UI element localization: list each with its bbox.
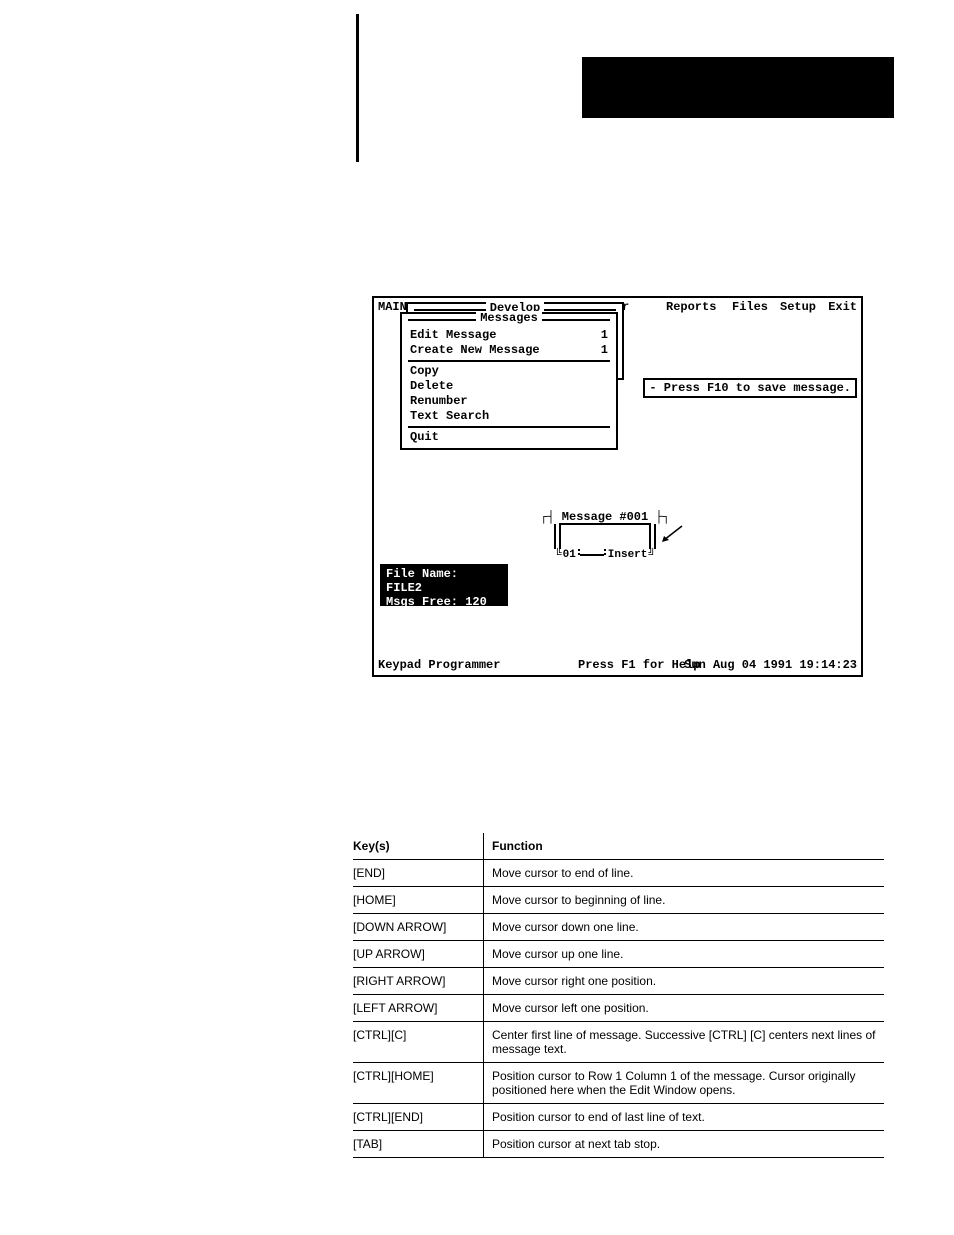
header-function: Function <box>483 833 884 859</box>
message-box-title: ┌┤ Message #001 ├┐ <box>537 510 673 524</box>
menu-files[interactable]: Files <box>732 300 768 314</box>
dos-screenshot: MAIN r Reports Files Setup Exit Develop … <box>372 296 863 677</box>
messages-submenu: Messages Edit Message 1 Create New Messa… <box>400 312 618 450</box>
header-keys: Key(s) <box>353 833 483 859</box>
table-row: [CTRL][END] Position cursor to end of la… <box>353 1104 884 1131</box>
header-black-box <box>582 57 894 118</box>
pointer-arrow-icon <box>660 524 684 544</box>
status-bar: Keypad Programmer Press F1 for Help Sun … <box>378 658 857 672</box>
shortcut-table: Key(s) Function [END] Move cursor to end… <box>353 833 884 1158</box>
status-left: Keypad Programmer <box>378 658 500 672</box>
table-row: [RIGHT ARROW] Move cursor right one posi… <box>353 968 884 995</box>
status-center: Press F1 for Help <box>578 658 700 672</box>
messages-title: Messages <box>476 311 542 325</box>
message-edit-box[interactable]: ┌┤ Message #001 ├┐ ╚01 Insert╝ <box>554 517 656 555</box>
vertical-divider <box>356 14 359 162</box>
file-name-line: File Name: FILE2 <box>386 567 496 595</box>
menu-item-create[interactable]: Create New Message 1 <box>402 343 616 358</box>
hint-box: Press F10 to save message. <box>643 378 857 398</box>
table-row: [CTRL][C] Center first line of message. … <box>353 1022 884 1063</box>
menu-exit[interactable]: Exit <box>828 300 857 314</box>
menu-item-search[interactable]: Text Search <box>402 409 616 424</box>
menu-item-renumber[interactable]: Renumber <box>402 394 616 409</box>
table-row: [UP ARROW] Move cursor up one line. <box>353 941 884 968</box>
menu-setup[interactable]: Setup <box>780 300 816 314</box>
menu-item-quit[interactable]: Quit <box>402 430 616 448</box>
menu-reports[interactable]: Reports <box>666 300 716 314</box>
table-row: [DOWN ARROW] Move cursor down one line. <box>353 914 884 941</box>
msgs-free-line: Msgs Free: 120 <box>386 595 496 609</box>
status-right: Sun Aug 04 1991 19:14:23 <box>684 658 857 672</box>
menu-item-copy[interactable]: Copy <box>402 364 616 379</box>
table-row: [CTRL][HOME] Position cursor to Row 1 Co… <box>353 1063 884 1104</box>
menu-item-edit[interactable]: Edit Message 1 <box>402 328 616 343</box>
menu-item-delete[interactable]: Delete <box>402 379 616 394</box>
msg-pos: ╚01 <box>554 549 578 561</box>
table-row: [HOME] Move cursor to beginning of line. <box>353 887 884 914</box>
file-info-box: File Name: FILE2 Msgs Free: 120 <box>380 564 508 606</box>
table-row: [LEFT ARROW] Move cursor left one positi… <box>353 995 884 1022</box>
table-row: [END] Move cursor to end of line. <box>353 860 884 887</box>
table-row: [TAB] Position cursor at next tab stop. <box>353 1131 884 1158</box>
table-header: Key(s) Function <box>353 833 884 860</box>
msg-mode: Insert╝ <box>606 549 656 561</box>
